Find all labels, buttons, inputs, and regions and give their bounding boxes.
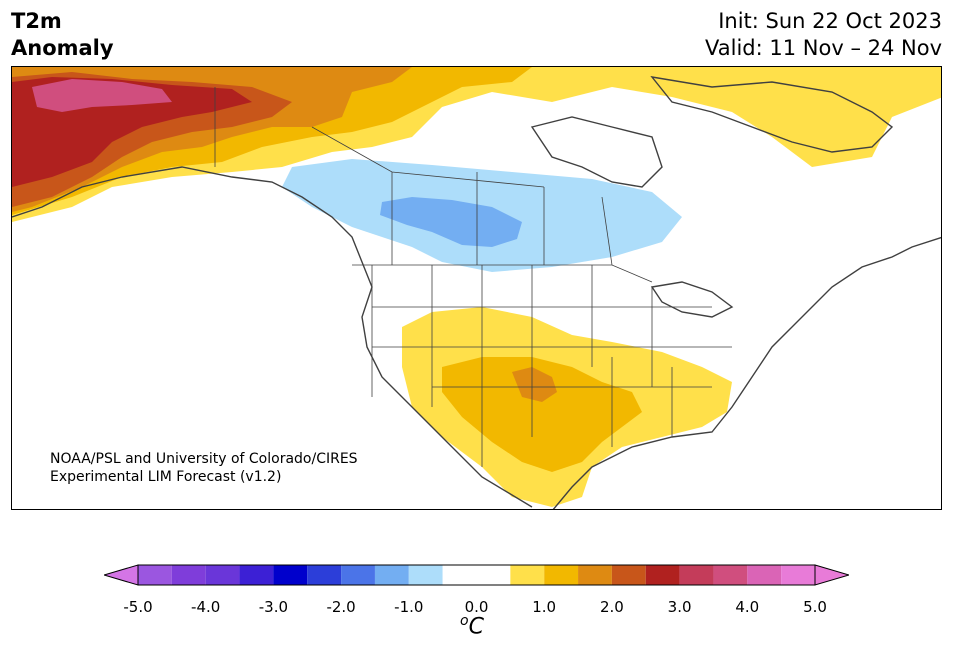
credit-text: NOAA/PSL and University of Colorado/CIRE… bbox=[50, 450, 358, 486]
colorbar bbox=[104, 564, 849, 586]
colorbar-bin-10 bbox=[510, 565, 545, 585]
colorbar-bin-15 bbox=[679, 565, 714, 585]
great-lakes bbox=[650, 281, 734, 318]
colorbar-bins bbox=[138, 565, 815, 585]
colorbar-bin-17 bbox=[747, 565, 782, 585]
colorbar-tick-label: 3.0 bbox=[667, 598, 692, 616]
colorbar-tick-label: 1.0 bbox=[532, 598, 557, 616]
colorbar-bin-2 bbox=[205, 565, 240, 585]
colorbar-bin-1 bbox=[171, 565, 206, 585]
title-variable-line2: Anomaly bbox=[11, 36, 114, 60]
colorbar-bin-4 bbox=[273, 565, 308, 585]
gulf-and-atlantic-coast bbox=[552, 236, 941, 509]
colorbar-tick-label: -1.0 bbox=[394, 598, 424, 616]
arctic-islands bbox=[650, 76, 894, 153]
map-panel: NOAA/PSL and University of Colorado/CIRE… bbox=[11, 66, 942, 510]
colorbar-outline bbox=[137, 564, 816, 586]
colorbar-tick-label: 0.0 bbox=[464, 598, 489, 616]
colorbar-bin-5 bbox=[307, 565, 342, 585]
colorbar-under-arrow bbox=[104, 564, 139, 586]
state-borders bbox=[371, 265, 732, 467]
colorbar-bin-18 bbox=[781, 565, 815, 585]
pacific-coast bbox=[12, 166, 533, 508]
anomaly-region-pink-north bbox=[32, 79, 172, 112]
hudson-bay bbox=[530, 116, 663, 188]
credit-line2: Experimental LIM Forecast (v1.2) bbox=[50, 469, 282, 485]
colorbar-bin-9 bbox=[442, 565, 511, 585]
unit-degree: o bbox=[460, 613, 469, 629]
colorbar-bin-7 bbox=[374, 565, 409, 585]
map-title: T2m Anomaly bbox=[11, 8, 114, 62]
colorbar-bin-8 bbox=[408, 565, 443, 585]
colorbar-unit: oC bbox=[460, 613, 484, 639]
anomaly-region-orange-south bbox=[512, 367, 557, 402]
colorbar-bin-14 bbox=[645, 565, 680, 585]
forecast-dates: Init: Sun 22 Oct 2023 Valid: 11 Nov – 24… bbox=[705, 8, 942, 62]
init-date: Init: Sun 22 Oct 2023 bbox=[718, 9, 942, 33]
political-borders bbox=[214, 87, 732, 467]
credit-line1: NOAA/PSL and University of Colorado/CIRE… bbox=[50, 451, 358, 467]
anomaly-map bbox=[12, 67, 941, 509]
province-borders bbox=[311, 126, 613, 266]
colorbar-bin-13 bbox=[611, 565, 646, 585]
anomaly-region-gold-south bbox=[442, 357, 642, 472]
colorbar-tick-label: 2.0 bbox=[599, 598, 624, 616]
unit-symbol: C bbox=[468, 614, 484, 640]
colorbar-tick-label: -3.0 bbox=[258, 598, 289, 616]
colorbar-bin-16 bbox=[713, 565, 748, 585]
colorbar-tick-label: -5.0 bbox=[123, 598, 153, 616]
colorbar-tick-label: 5.0 bbox=[803, 598, 827, 616]
valid-date-range: Valid: 11 Nov – 24 Nov bbox=[705, 36, 942, 60]
colorbar-bin-3 bbox=[239, 565, 274, 585]
coastlines bbox=[12, 76, 941, 509]
colorbar-tick-label: -2.0 bbox=[326, 598, 356, 616]
colorbar-bin-11 bbox=[544, 565, 579, 585]
title-variable-line1: T2m bbox=[11, 9, 62, 33]
colorbar-bin-0 bbox=[138, 565, 172, 585]
colorbar-over-arrow bbox=[814, 564, 849, 586]
colorbar-bin-6 bbox=[341, 565, 375, 585]
colorbar-tick-label: -4.0 bbox=[191, 598, 221, 616]
anomaly-region-blue bbox=[380, 197, 522, 247]
colorbar-bin-12 bbox=[578, 565, 612, 585]
colorbar-tick-label: 4.0 bbox=[735, 598, 760, 616]
